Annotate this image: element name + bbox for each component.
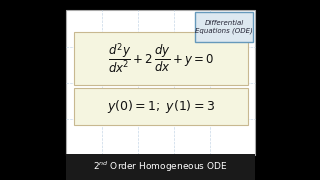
Text: $y(0) = 1;\; y(1) = 3$: $y(0) = 1;\; y(1) = 3$	[107, 98, 215, 115]
FancyBboxPatch shape	[66, 10, 255, 155]
Text: $2^{nd}$ Order Homogeneous ODE: $2^{nd}$ Order Homogeneous ODE	[93, 160, 228, 174]
FancyBboxPatch shape	[195, 12, 253, 42]
FancyBboxPatch shape	[74, 32, 248, 85]
FancyBboxPatch shape	[66, 154, 255, 180]
Text: Differential
Equations (ODE): Differential Equations (ODE)	[195, 20, 253, 34]
FancyBboxPatch shape	[74, 88, 248, 125]
Text: $\dfrac{d^2y}{dx^2} + 2\,\dfrac{dy}{dx} + y = 0$: $\dfrac{d^2y}{dx^2} + 2\,\dfrac{dy}{dx} …	[108, 41, 214, 76]
